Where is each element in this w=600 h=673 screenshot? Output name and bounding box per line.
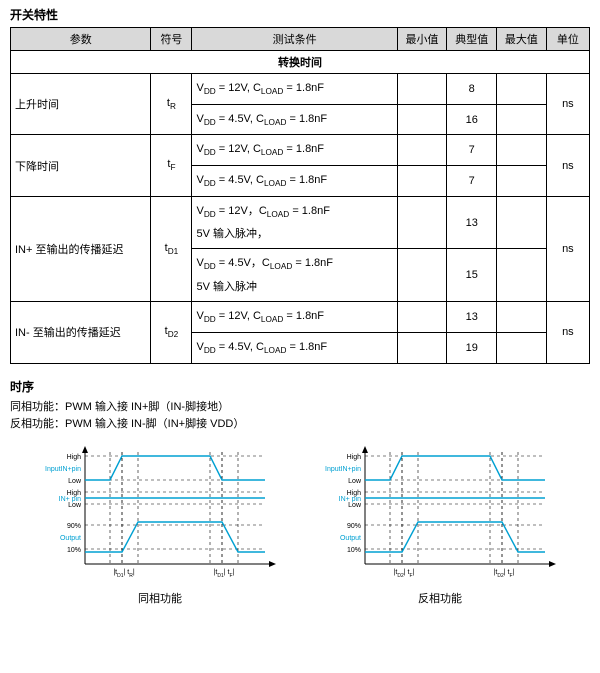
svg-text:IN+ pin: IN+ pin [339, 496, 361, 503]
hdr-max: 最大值 [497, 28, 547, 51]
cell-typ: 7 [447, 166, 497, 197]
cell-min [397, 249, 447, 302]
diagram-caption: 反相功能 [418, 590, 462, 606]
svg-text:High: High [67, 454, 82, 461]
cell-param: 上升时间 [11, 74, 151, 135]
header-row: 参数 符号 测试条件 最小值 典型值 最大值 单位 [11, 28, 590, 51]
table-row: IN+ 至输出的传播延迟tD1VDD = 12V，CLOAD = 1.8nF5V… [11, 196, 590, 249]
table-row: IN- 至输出的传播延迟tD2VDD = 12V, CLOAD = 1.8nF1… [11, 302, 590, 333]
hdr-unit: 单位 [546, 28, 589, 51]
svg-text:|tD2| tF|: |tD2| tF| [394, 569, 415, 579]
cell-typ: 15 [447, 249, 497, 302]
hdr-param: 参数 [11, 28, 151, 51]
svg-text:Output: Output [60, 535, 81, 542]
svg-text:90%: 90% [347, 523, 361, 530]
cell-max [497, 302, 547, 333]
cell-max [497, 74, 547, 105]
svg-text:|tD1| tR|: |tD1| tR| [113, 569, 135, 579]
cell-min [397, 166, 447, 197]
svg-text:Low: Low [68, 478, 82, 485]
cell-unit: ns [546, 196, 589, 301]
cell-typ: 19 [447, 332, 497, 363]
svg-text:Output: Output [340, 535, 361, 542]
timing-title: 时序 [10, 378, 590, 395]
cell-min [397, 196, 447, 249]
cell-condition: VDD = 4.5V, CLOAD = 1.8nF [192, 332, 397, 363]
cell-param: 下降时间 [11, 135, 151, 196]
cell-min [397, 74, 447, 105]
cell-condition: VDD = 12V, CLOAD = 1.8nF [192, 135, 397, 166]
cell-typ: 8 [447, 74, 497, 105]
svg-text:InputIN+pin: InputIN+pin [45, 466, 81, 473]
timing-diagram: HighLowInputIN+pinHighLowIN+ pin90%10%Ou… [320, 444, 560, 606]
cell-typ: 7 [447, 135, 497, 166]
cell-max [497, 135, 547, 166]
cell-min [397, 332, 447, 363]
cell-symbol: tD2 [151, 302, 192, 363]
section-row-switch-time: 转换时间 [11, 51, 590, 74]
svg-text:High: High [347, 454, 362, 461]
switching-characteristics-title: 开关特性 [10, 6, 590, 23]
svg-text:Low: Low [348, 478, 362, 485]
svg-text:Low: Low [348, 502, 362, 509]
svg-text:10%: 10% [67, 547, 81, 554]
hdr-min: 最小值 [397, 28, 447, 51]
svg-text:90%: 90% [67, 523, 81, 530]
hdr-symbol: 符号 [151, 28, 192, 51]
svg-text:10%: 10% [347, 547, 361, 554]
svg-text:|tD2| tF|: |tD2| tF| [494, 569, 515, 579]
table-row: 上升时间tRVDD = 12V, CLOAD = 1.8nF8ns [11, 74, 590, 105]
cell-condition: VDD = 4.5V, CLOAD = 1.8nF [192, 104, 397, 135]
spec-table: 参数 符号 测试条件 最小值 典型值 最大值 单位 转换时间上升时间tRVDD … [10, 27, 590, 364]
svg-text:|tD1| tF|: |tD1| tF| [214, 569, 235, 579]
cell-symbol: tR [151, 74, 192, 135]
cell-condition: VDD = 4.5V, CLOAD = 1.8nF [192, 166, 397, 197]
cell-unit: ns [546, 302, 589, 363]
timing-diagram-svg: HighLowInputIN+pinHighLowIN+ pin90%10%Ou… [40, 444, 280, 584]
cell-unit: ns [546, 135, 589, 196]
cell-min [397, 104, 447, 135]
cell-max [497, 166, 547, 197]
hdr-typ: 典型值 [447, 28, 497, 51]
timing-desc-line2: 反相功能：PWM 输入接 IN-脚（IN+脚接 VDD） [10, 416, 590, 434]
svg-text:InputIN+pin: InputIN+pin [325, 466, 361, 473]
cell-max [497, 249, 547, 302]
cell-unit: ns [546, 74, 589, 135]
hdr-cond: 测试条件 [192, 28, 397, 51]
cell-max [497, 196, 547, 249]
cell-condition: VDD = 12V，CLOAD = 1.8nF5V 输入脉冲， [192, 196, 397, 249]
cell-condition: VDD = 4.5V，CLOAD = 1.8nF5V 输入脉冲 [192, 249, 397, 302]
cell-min [397, 302, 447, 333]
timing-diagram-svg: HighLowInputIN+pinHighLowIN+ pin90%10%Ou… [320, 444, 560, 584]
cell-max [497, 104, 547, 135]
cell-min [397, 135, 447, 166]
cell-param: IN- 至输出的传播延迟 [11, 302, 151, 363]
timing-desc-line1: 同相功能：PWM 输入接 IN+脚（IN-脚接地） [10, 399, 590, 417]
cell-condition: VDD = 12V, CLOAD = 1.8nF [192, 74, 397, 105]
timing-diagram: HighLowInputIN+pinHighLowIN+ pin90%10%Ou… [40, 444, 280, 606]
cell-symbol: tD1 [151, 196, 192, 301]
cell-max [497, 332, 547, 363]
cell-param: IN+ 至输出的传播延迟 [11, 196, 151, 301]
table-row: 下降时间tFVDD = 12V, CLOAD = 1.8nF7ns [11, 135, 590, 166]
cell-condition: VDD = 12V, CLOAD = 1.8nF [192, 302, 397, 333]
cell-symbol: tF [151, 135, 192, 196]
diagram-caption: 同相功能 [138, 590, 182, 606]
svg-text:IN+ pin: IN+ pin [59, 496, 81, 503]
cell-typ: 16 [447, 104, 497, 135]
cell-typ: 13 [447, 302, 497, 333]
svg-text:Low: Low [68, 502, 82, 509]
cell-typ: 13 [447, 196, 497, 249]
